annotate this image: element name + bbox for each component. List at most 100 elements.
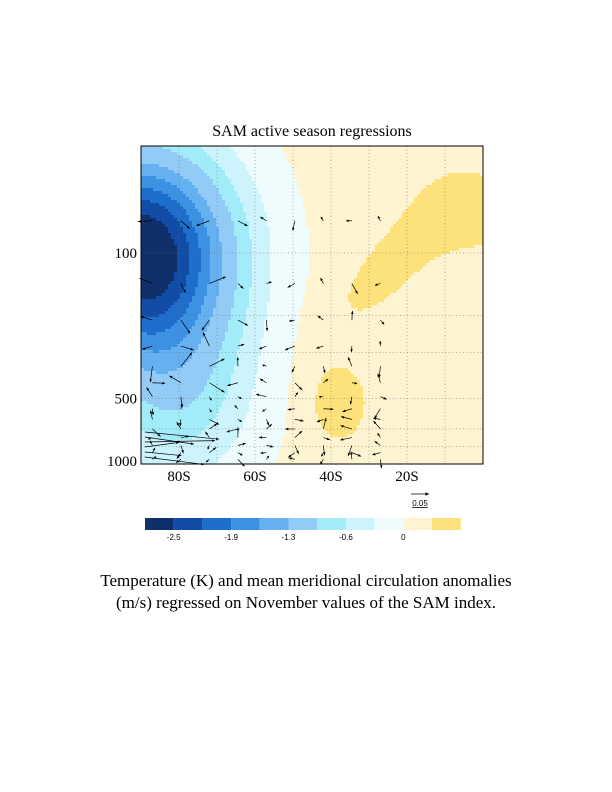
- shading-cell: [180, 236, 184, 240]
- shading-cell: [222, 356, 226, 360]
- shading-cell: [219, 287, 223, 291]
- shading-cell: [156, 266, 160, 270]
- shading-cell: [186, 221, 190, 225]
- shading-cell: [159, 404, 163, 408]
- shading-cell: [237, 314, 241, 318]
- shading-cell: [180, 296, 184, 300]
- shading-cell: [258, 164, 262, 168]
- shading-cell: [225, 329, 229, 333]
- shading-cell: [162, 248, 166, 252]
- shading-cell: [249, 419, 253, 423]
- shading-cell: [195, 347, 199, 351]
- shading-cell: [192, 326, 196, 330]
- shading-cell: [231, 431, 235, 435]
- shading-cell: [234, 356, 238, 360]
- shading-cell: [171, 215, 175, 219]
- shading-cell: [180, 152, 184, 156]
- shading-cell: [156, 365, 160, 369]
- shading-cell: [276, 350, 280, 354]
- shading-cell: [168, 329, 172, 333]
- shading-cell: [279, 428, 283, 432]
- shading-cell: [162, 236, 166, 240]
- shading-cell: [273, 299, 277, 303]
- shading-cell: [240, 389, 244, 393]
- shading-cell: [183, 377, 187, 381]
- shading-cell: [234, 416, 238, 420]
- shading-cell: [213, 242, 217, 246]
- shading-cell: [279, 452, 283, 456]
- shading-cell: [171, 356, 175, 360]
- shading-cell: [156, 287, 160, 291]
- shading-cell: [144, 368, 148, 372]
- shading-cell: [201, 161, 205, 165]
- shading-cell: [162, 194, 166, 198]
- shading-cell: [252, 284, 256, 288]
- shading-cell: [165, 230, 169, 234]
- shading-cell: [174, 257, 178, 261]
- shading-cell: [207, 278, 211, 282]
- shading-cell: [165, 455, 169, 459]
- shading-cell: [249, 443, 253, 447]
- shading-cell: [162, 302, 166, 306]
- shading-cell: [264, 218, 268, 222]
- shading-cell: [177, 194, 181, 198]
- shading-cell: [159, 158, 163, 162]
- shading-cell: [180, 419, 184, 423]
- shading-cell: [237, 308, 241, 312]
- shading-cell: [180, 323, 184, 327]
- shading-cell: [273, 455, 277, 459]
- shading-cell: [225, 215, 229, 219]
- shading-cell: [264, 197, 268, 201]
- shading-cell: [147, 380, 151, 384]
- shading-cell: [159, 383, 163, 387]
- shading-cell: [198, 188, 202, 192]
- shading-cell: [219, 182, 223, 186]
- shading-cell: [153, 146, 157, 150]
- shading-cell: [183, 221, 187, 225]
- shading-cell: [279, 299, 283, 303]
- shading-cell: [204, 233, 208, 237]
- shading-cell: [240, 386, 244, 390]
- shading-cell: [222, 209, 226, 213]
- shading-cell: [249, 314, 253, 318]
- shading-cell: [228, 275, 232, 279]
- shading-cell: [237, 299, 241, 303]
- shading-cell: [183, 233, 187, 237]
- shading-cell: [264, 158, 268, 162]
- shading-cell: [270, 206, 274, 210]
- shading-cell: [195, 287, 199, 291]
- shading-cell: [234, 350, 238, 354]
- shading-cell: [195, 158, 199, 162]
- shading-cell: [261, 197, 265, 201]
- shading-cell: [141, 248, 145, 252]
- shading-cell: [255, 290, 259, 294]
- shading-cell: [195, 179, 199, 183]
- shading-cell: [237, 317, 241, 321]
- shading-cell: [183, 362, 187, 366]
- shading-cell: [207, 323, 211, 327]
- shading-cell: [153, 311, 157, 315]
- shading-cell: [273, 170, 277, 174]
- shading-cell: [228, 428, 232, 432]
- shading-cell: [261, 320, 265, 324]
- shading-cell: [153, 212, 157, 216]
- shading-cell: [258, 254, 262, 258]
- shading-cell: [150, 200, 154, 204]
- shading-cell: [198, 404, 202, 408]
- shading-cell: [192, 458, 196, 462]
- shading-cell: [219, 314, 223, 318]
- shading-cell: [153, 200, 157, 204]
- shading-cell: [186, 338, 190, 342]
- shading-cell: [222, 191, 226, 195]
- shading-cell: [195, 155, 199, 159]
- shading-cell: [273, 335, 277, 339]
- shading-cell: [171, 317, 175, 321]
- shading-cell: [174, 338, 178, 342]
- shading-cell: [273, 359, 277, 363]
- shading-cell: [147, 299, 151, 303]
- shading-cell: [183, 401, 187, 405]
- shading-cell: [189, 413, 193, 417]
- shading-cell: [249, 260, 253, 264]
- shading-cell: [270, 248, 274, 252]
- shading-cell: [204, 398, 208, 402]
